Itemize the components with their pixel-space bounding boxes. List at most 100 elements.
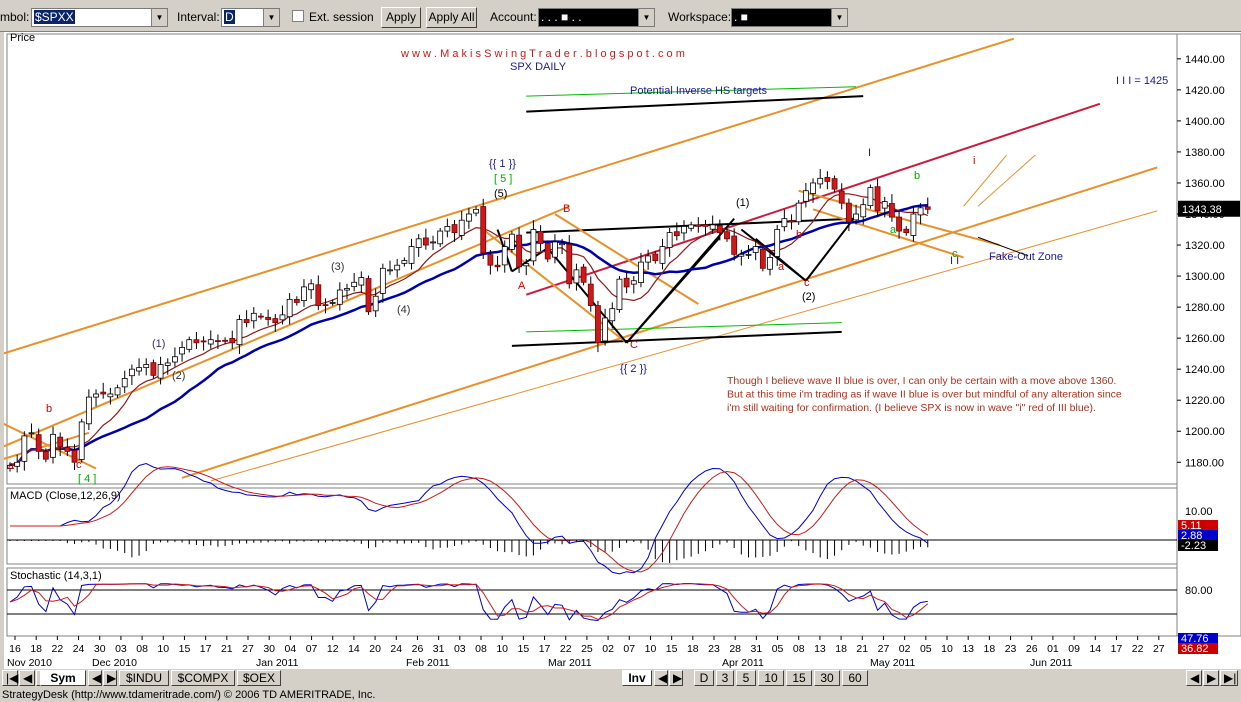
x-tick-label: 20 <box>369 643 381 655</box>
candle <box>874 186 881 212</box>
candle <box>308 283 315 291</box>
x-tick-label: 07 <box>623 643 635 655</box>
next-icon[interactable]: ▶ <box>1203 670 1219 686</box>
x-tick-label: 13 <box>962 643 974 655</box>
candle <box>358 277 365 286</box>
candle <box>444 226 451 232</box>
interval-tab-15[interactable]: 15 <box>786 670 812 686</box>
candle <box>494 264 501 268</box>
x-tick-label: 24 <box>390 643 402 655</box>
next-icon[interactable]: ▶ <box>669 670 683 686</box>
upper-channel-line <box>4 37 1015 355</box>
account-label: Account: <box>490 10 537 24</box>
candle <box>93 393 99 398</box>
wave-drawing <box>805 214 857 282</box>
candle <box>595 305 601 344</box>
macd-line <box>10 462 929 575</box>
last-icon[interactable]: ▶| <box>1220 670 1238 686</box>
chevron-down-icon[interactable]: ▼ <box>263 9 279 26</box>
status-bar-text: StrategyDesk (http://www.tdameritrade.co… <box>2 689 376 701</box>
interval-tab-10[interactable]: 10 <box>758 670 784 686</box>
apply-button[interactable]: Apply <box>381 7 421 28</box>
stochastic-value-box <box>1178 643 1218 654</box>
interval-tab-60[interactable]: 60 <box>842 670 868 686</box>
macd-value-label: 5.11 <box>1181 520 1202 532</box>
stochastic-tick-label: 80.00 <box>1185 585 1213 597</box>
candle <box>544 243 551 260</box>
candle <box>157 364 164 379</box>
x-tick-label: 23 <box>708 643 720 655</box>
prev-icon[interactable]: ◀ <box>88 670 102 686</box>
candle <box>78 421 85 460</box>
chevron-down-icon[interactable]: ▼ <box>151 9 167 26</box>
x-tick-label: 26 <box>412 643 424 655</box>
chevron-down-icon[interactable]: ▼ <box>638 9 654 26</box>
candle <box>258 315 264 318</box>
candle <box>172 356 178 363</box>
candle <box>889 203 895 218</box>
compx-tab[interactable]: $COMPX <box>171 670 235 686</box>
x-tick-label: 24 <box>73 643 85 655</box>
x-tick-label: 17 <box>1111 643 1123 655</box>
stock-chart[interactable]: Price w w w . M a k i s S w i n g T r a d… <box>4 32 1241 669</box>
stochastic-value-label: 36.82 <box>1181 643 1209 655</box>
macd-tick-label: 10.00 <box>1185 506 1213 518</box>
candle <box>537 230 544 244</box>
prev-icon[interactable]: ◀ <box>19 670 35 686</box>
account-combo[interactable]: . . . ■ . . ▼ <box>538 8 655 27</box>
prev-icon[interactable]: ◀ <box>1186 670 1202 686</box>
inv-tab[interactable]: Inv <box>622 670 652 686</box>
macd-value-box <box>1178 530 1218 541</box>
candle <box>329 302 336 304</box>
candle <box>724 231 730 240</box>
candle <box>379 267 386 294</box>
interval-tab-30[interactable]: 30 <box>814 670 840 686</box>
candle <box>516 234 522 268</box>
y-tick-label: 1320.00 <box>1185 240 1225 252</box>
y-tick-label: 1300.00 <box>1185 271 1225 283</box>
interval-tab-5[interactable]: 5 <box>736 670 756 686</box>
next-icon[interactable]: ▶ <box>103 670 117 686</box>
x-tick-label: 22 <box>1132 643 1144 655</box>
x-tick-label: 03 <box>115 643 127 655</box>
interval-tab-3[interactable]: 3 <box>716 670 734 686</box>
apply-all-button[interactable]: Apply All <box>426 7 477 28</box>
oex-tab[interactable]: $OEX <box>237 670 281 686</box>
candle <box>867 187 874 207</box>
first-icon[interactable]: |◀ <box>2 670 18 686</box>
sym-tab[interactable]: Sym <box>40 670 86 686</box>
x-tick-label: 26 <box>1026 643 1038 655</box>
chevron-down-icon[interactable]: ▼ <box>831 9 847 26</box>
workspace-combo[interactable]: . ■ ▼ <box>731 8 848 27</box>
x-month-label: Nov 2010 <box>7 657 52 669</box>
symbol-combo[interactable]: $SPXX ▼ <box>31 8 168 27</box>
prev-icon[interactable]: ◀ <box>654 670 668 686</box>
candle <box>709 224 716 230</box>
x-month-label: Dec 2010 <box>92 657 137 669</box>
y-tick-label: 1240.00 <box>1185 364 1225 376</box>
candle <box>473 208 479 214</box>
candle <box>315 284 322 306</box>
candle <box>910 213 917 236</box>
x-tick-label: 03 <box>454 643 466 655</box>
candle <box>917 207 924 216</box>
indu-tab[interactable]: $INDU <box>119 670 169 686</box>
wave-annotation: I I I = 1425 <box>1116 75 1168 87</box>
candle <box>738 253 745 257</box>
candle <box>559 243 565 246</box>
candle <box>272 318 279 324</box>
wave-annotation: I I <box>950 255 959 267</box>
ext-session-checkbox[interactable] <box>292 10 304 22</box>
x-tick-label: 17 <box>539 643 551 655</box>
candle <box>681 226 687 234</box>
macd-value-box <box>1178 520 1218 531</box>
wave-annotation: b <box>796 229 802 241</box>
candle <box>501 246 508 266</box>
candle <box>716 225 723 234</box>
wave-annotation: [ 5 ] <box>494 173 512 185</box>
interval-tab-d[interactable]: D <box>694 670 714 686</box>
interval-combo[interactable]: D ▼ <box>221 8 280 27</box>
commentary-line: i'm still waiting for confirmation. (I b… <box>727 402 1096 414</box>
chart-title: SPX DAILY <box>510 61 567 73</box>
candle <box>580 266 587 283</box>
